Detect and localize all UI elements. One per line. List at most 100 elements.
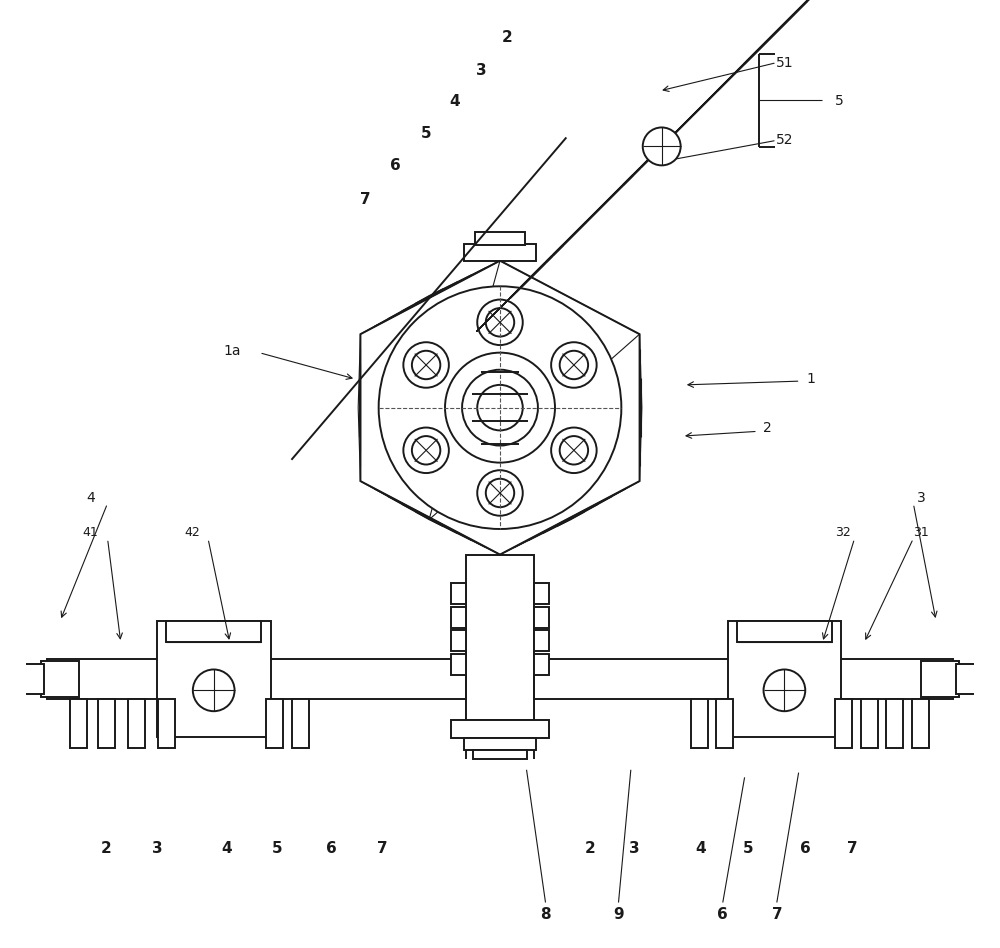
- Text: 5: 5: [272, 841, 283, 856]
- Bar: [158, 699, 175, 748]
- Circle shape: [403, 342, 449, 388]
- Text: 1: 1: [807, 373, 815, 386]
- Text: 9: 9: [613, 907, 624, 922]
- Circle shape: [643, 127, 681, 165]
- Text: 4: 4: [222, 841, 232, 856]
- Bar: [728, 621, 841, 737]
- Text: 6: 6: [326, 841, 337, 856]
- Circle shape: [477, 300, 523, 345]
- Bar: [886, 699, 903, 748]
- Polygon shape: [694, 0, 823, 115]
- Polygon shape: [744, 1, 807, 64]
- Text: 5: 5: [421, 126, 431, 141]
- Bar: [835, 699, 852, 748]
- Circle shape: [412, 436, 440, 465]
- Bar: [128, 699, 145, 748]
- Circle shape: [462, 370, 538, 446]
- Bar: [23, 664, 44, 694]
- Circle shape: [379, 286, 621, 529]
- Bar: [737, 621, 832, 642]
- Circle shape: [486, 479, 514, 507]
- Bar: [912, 699, 929, 748]
- Text: 7: 7: [772, 907, 782, 922]
- Polygon shape: [513, 167, 642, 296]
- Bar: [464, 738, 536, 750]
- Bar: [466, 555, 534, 720]
- Text: 5: 5: [743, 841, 754, 856]
- Bar: [41, 661, 79, 697]
- Bar: [473, 750, 527, 759]
- Bar: [464, 244, 536, 261]
- Polygon shape: [477, 203, 606, 332]
- Bar: [451, 654, 466, 675]
- Polygon shape: [641, 153, 655, 167]
- Text: 52: 52: [776, 134, 793, 147]
- Bar: [157, 621, 271, 737]
- Polygon shape: [585, 94, 714, 223]
- Text: 42: 42: [184, 526, 200, 539]
- Bar: [166, 621, 261, 642]
- Text: 41: 41: [83, 526, 98, 539]
- Text: 2: 2: [101, 841, 112, 856]
- Circle shape: [477, 470, 523, 516]
- Bar: [534, 654, 549, 675]
- Bar: [451, 720, 549, 738]
- Text: 7: 7: [847, 841, 858, 856]
- Circle shape: [193, 669, 235, 711]
- Text: 4: 4: [696, 841, 706, 856]
- Bar: [716, 699, 733, 748]
- Bar: [534, 607, 549, 628]
- Bar: [921, 661, 959, 697]
- Text: 7: 7: [377, 841, 388, 856]
- Circle shape: [412, 351, 440, 379]
- Circle shape: [403, 428, 449, 473]
- Polygon shape: [497, 0, 820, 311]
- Bar: [47, 659, 466, 699]
- Circle shape: [551, 342, 597, 388]
- Circle shape: [560, 436, 588, 465]
- Text: 4: 4: [86, 491, 95, 504]
- Text: 3: 3: [476, 63, 486, 78]
- Polygon shape: [546, 245, 563, 263]
- Text: 2: 2: [502, 30, 513, 46]
- Polygon shape: [658, 22, 787, 151]
- Bar: [861, 699, 878, 748]
- Bar: [98, 699, 115, 748]
- Bar: [451, 607, 466, 628]
- Text: 3: 3: [629, 841, 640, 856]
- Circle shape: [551, 428, 597, 473]
- Polygon shape: [531, 264, 545, 278]
- Bar: [475, 232, 525, 245]
- Text: 31: 31: [913, 526, 929, 539]
- Text: 51: 51: [776, 56, 793, 69]
- Text: 32: 32: [835, 526, 851, 539]
- Text: 8: 8: [540, 907, 551, 922]
- Polygon shape: [549, 130, 678, 259]
- Circle shape: [486, 308, 514, 337]
- Circle shape: [477, 385, 523, 430]
- Polygon shape: [360, 261, 640, 555]
- Bar: [534, 630, 549, 651]
- Text: 2: 2: [763, 422, 772, 435]
- Bar: [451, 583, 466, 604]
- Polygon shape: [510, 256, 552, 298]
- Text: 2: 2: [585, 841, 595, 856]
- Bar: [70, 699, 87, 748]
- Circle shape: [445, 353, 555, 463]
- Bar: [292, 699, 309, 748]
- Text: 1a: 1a: [224, 344, 241, 357]
- Text: 5: 5: [835, 95, 844, 108]
- Polygon shape: [623, 168, 640, 185]
- Bar: [691, 699, 708, 748]
- Text: 3: 3: [917, 491, 925, 504]
- Circle shape: [764, 669, 805, 711]
- Bar: [956, 664, 977, 694]
- Polygon shape: [553, 175, 633, 255]
- Text: 6: 6: [717, 907, 728, 922]
- Bar: [266, 699, 283, 748]
- Text: 4: 4: [449, 94, 460, 109]
- Text: 3: 3: [152, 841, 162, 856]
- Bar: [451, 630, 466, 651]
- Bar: [534, 583, 549, 604]
- Circle shape: [560, 351, 588, 379]
